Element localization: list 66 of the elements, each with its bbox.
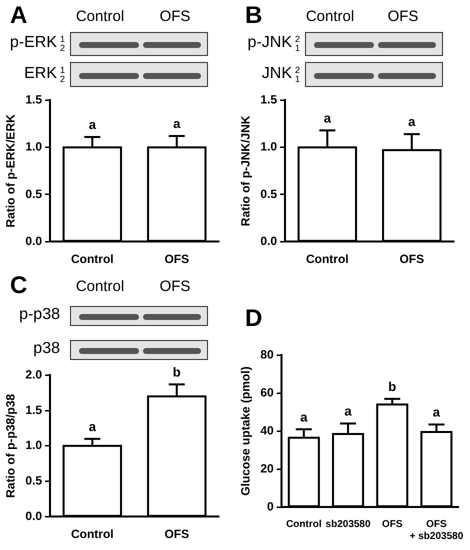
text: 2 [60,74,66,84]
annotation: a [173,116,182,132]
annotation: a [300,409,308,424]
annotation: a [432,404,441,420]
category-label: Control [76,8,124,25]
text: p-ERK [10,34,57,52]
y-tick-label: 1.0 [25,140,42,154]
y-axis-title: Glucose uptake (pmol) [238,366,253,496]
x-tick-label: OFS [382,518,403,530]
x-tick-label: OFS [164,527,190,542]
y-axis-title: Ratio of p-p38/p38 [4,394,18,498]
text: 1 [60,64,66,74]
y-tick-label: 1.5 [25,92,42,107]
x-tick-label: sb203580 [326,518,371,530]
y-tick-label: 0.0 [260,234,278,248]
x-tick-label: Control [286,518,322,530]
text: 2 [60,43,66,53]
y-tick-label: 0.0 [25,234,42,248]
y-tick-label: 60 [260,385,274,400]
y-axis-title: Ratio of p-JNK/JNK [238,115,253,226]
x-tick-label: Control [70,527,114,542]
x-tick-label: OFS [164,252,190,266]
y-tick-label: 2.0 [25,368,42,382]
annotation: a [88,418,97,434]
category-label: OFS [388,8,418,25]
y-tick-label: 80 [260,348,274,362]
category-label: Control [76,278,124,295]
y-tick-label: 20 [260,461,274,476]
text: p38 [33,340,60,358]
text: 1 [295,74,300,84]
y-tick-label: 0.5 [25,186,42,201]
annotation: b [172,364,181,380]
y-tick-label: 0.0 [25,508,42,523]
annotation: a [408,114,416,130]
category-label: Control [306,8,354,25]
x-tick-label: Control [306,252,349,266]
text: JNK [262,64,292,82]
chart-title: C [10,272,28,300]
text: 1 [60,34,66,44]
text: 2 [295,64,300,74]
y-tick-label: 0.5 [25,474,42,488]
category-label: OFS [160,8,190,25]
y-tick-label: 0 [267,499,274,514]
chart-title: B [245,2,262,30]
y-tick-label: 1.0 [260,140,278,154]
x-tick-label: OFS + sb203580 [410,518,464,542]
category-label: OFS [160,278,190,295]
text: p-p38 [19,306,60,324]
y-tick-label: 0.5 [260,186,278,201]
annotation: a [324,110,332,126]
x-tick-label: OFS [399,252,424,266]
text: ERK [24,64,57,82]
x-tick-label: Control [70,252,114,266]
y-tick-label: 1.0 [25,438,42,452]
annotation: a [88,117,97,132]
annotation: b [388,378,396,394]
text: p-JNK [248,34,292,52]
y-tick-label: 1.5 [260,92,278,107]
chart-title: A [10,2,28,30]
annotation: a [344,404,352,419]
y-axis-title: Ratio of p-ERK/ERK [4,114,18,228]
text: 1 [295,43,300,53]
text: 2 [295,34,300,44]
y-tick-label: 1.5 [25,402,42,417]
y-tick-label: 40 [260,423,274,438]
chart-title: D [245,305,262,333]
